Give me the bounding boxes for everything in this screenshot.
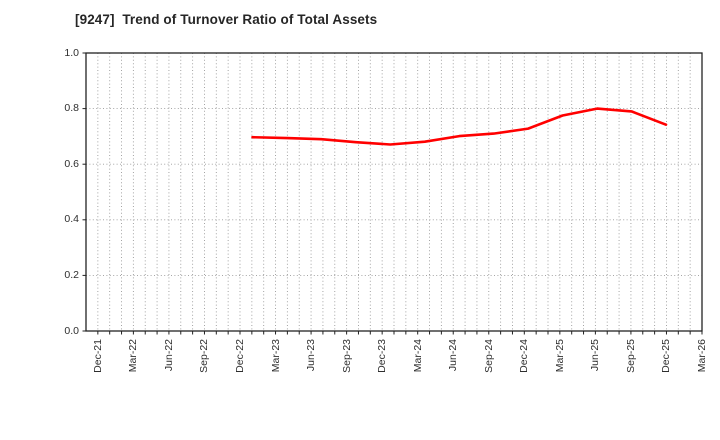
x-tick-label: Jun-25 bbox=[589, 339, 602, 372]
x-tick-label: Mar-24 bbox=[411, 339, 424, 373]
plot-border bbox=[85, 52, 703, 332]
x-tick-label: Dec-25 bbox=[660, 339, 673, 373]
x-tick-label: Jun-23 bbox=[305, 339, 318, 372]
turnover-ratio-line bbox=[251, 107, 668, 146]
x-tick-label: Dec-23 bbox=[376, 339, 389, 373]
x-tick-label: Dec-21 bbox=[91, 339, 104, 373]
x-tick-label: Sep-22 bbox=[198, 339, 211, 373]
x-tick-label: Sep-25 bbox=[624, 339, 637, 373]
y-tick-label: 0.8 bbox=[64, 102, 79, 115]
x-tick-label: Mar-26 bbox=[696, 339, 708, 373]
x-tick-label: Sep-24 bbox=[482, 339, 495, 373]
x-tick-label: Jun-22 bbox=[162, 339, 175, 372]
y-tick-label: 0.0 bbox=[64, 324, 79, 337]
x-tick-label: Sep-23 bbox=[340, 339, 353, 373]
y-tick-label: 0.6 bbox=[64, 157, 79, 170]
chart-title: [9247] Trend of Turnover Ratio of Total … bbox=[75, 12, 378, 27]
x-tick-label: Dec-24 bbox=[518, 339, 531, 373]
x-tick-label: Mar-23 bbox=[269, 339, 282, 373]
x-tick-label: Dec-22 bbox=[234, 339, 246, 373]
y-tick-label: 0.2 bbox=[64, 268, 79, 281]
x-tick-label: Mar-25 bbox=[553, 339, 566, 373]
x-tick-label: Jun-24 bbox=[447, 339, 460, 372]
y-tick-label: 0.4 bbox=[64, 213, 79, 226]
x-tick-label: Mar-22 bbox=[127, 339, 140, 373]
y-tick-label: 1.0 bbox=[64, 46, 79, 59]
